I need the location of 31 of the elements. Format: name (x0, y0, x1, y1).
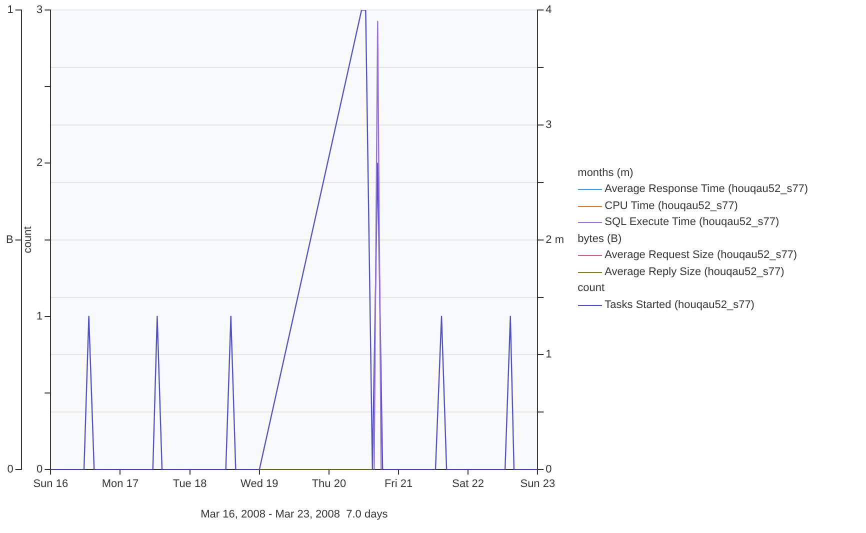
y2-tick-label: 2 m (546, 234, 564, 246)
legend-label: Average Response Time (houqau52_s77) (604, 182, 808, 198)
y-tick-label: 1 (36, 310, 43, 322)
x-axis-title: Mar 16, 2008 - Mar 23, 2008 7.0 days (200, 508, 388, 520)
legend-label: Average Request Size (houqau52_s77) (604, 248, 798, 264)
text: bytes (B) (578, 232, 623, 247)
y-tick-label: 0 (36, 464, 43, 476)
y2-tick-label: 3 (546, 118, 552, 131)
legend-label: Average Reply Size (houqau52_s77) (604, 264, 784, 280)
x-tick-label: Tue 18 (172, 478, 207, 490)
legend-label: SQL Execute Time (houqau52_s77) (604, 215, 780, 230)
y2-tick-label: 4 (546, 4, 552, 16)
legend-label: Tasks Started (houqau52_s77) (604, 298, 754, 313)
y3-tick-label: B (6, 234, 14, 246)
x-tick-label: Sun 23 (520, 478, 556, 490)
y-tick-label: 2 (36, 157, 43, 170)
x-tick-label: Sun 16 (33, 478, 68, 490)
x-tick-label: Fri 21 (384, 478, 413, 490)
legend-label: CPU Time (houqau52_s77) (604, 198, 738, 214)
text: count (578, 281, 606, 296)
text: months (m) (578, 166, 634, 181)
y3-tick-label: 0 (7, 464, 14, 476)
y2-tick-label: 0 (546, 464, 552, 476)
x-tick-label: Wed 19 (240, 478, 278, 490)
y-axis-title: count (22, 226, 34, 254)
x-tick-label: Sat 22 (452, 478, 484, 490)
y2-tick-label: 1 (546, 348, 552, 361)
x-tick-label: Thu 20 (312, 478, 346, 490)
y-tick-label: 3 (36, 4, 43, 16)
y3-tick-label: 1 (7, 4, 14, 16)
x-tick-label: Mon 17 (102, 478, 139, 490)
